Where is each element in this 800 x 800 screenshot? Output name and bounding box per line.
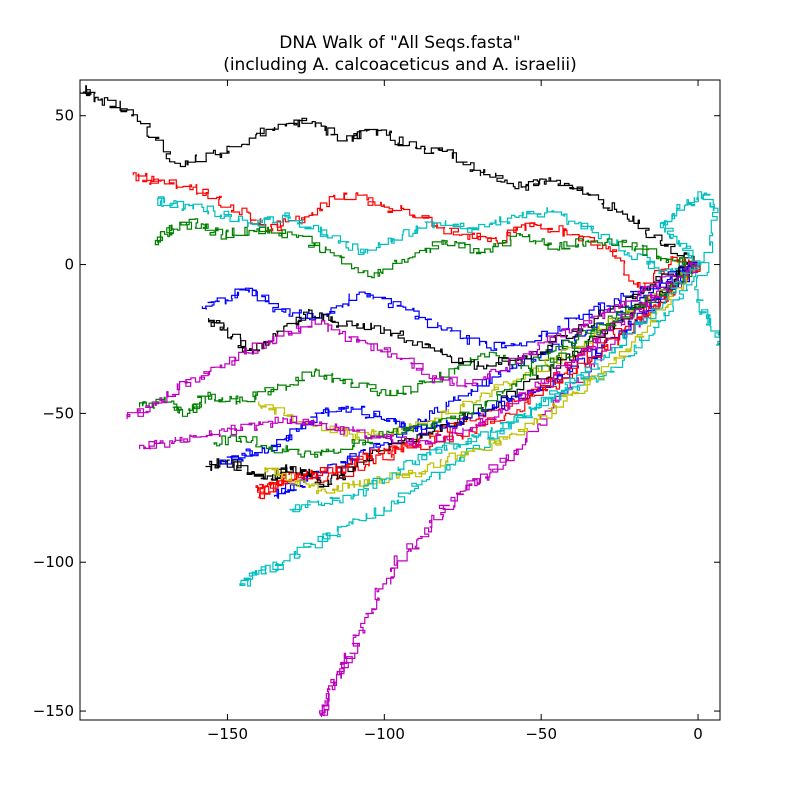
y-tick-label: −50	[42, 404, 74, 422]
x-tick-label: −150	[207, 725, 248, 743]
walk-series-9	[139, 264, 701, 417]
walk-series-14	[659, 191, 720, 346]
walk-series-1	[80, 85, 698, 266]
walk-series-13	[126, 262, 698, 420]
walk-series-2	[132, 172, 698, 289]
walk-series-6	[319, 264, 699, 717]
x-tick-label: 0	[693, 725, 703, 743]
walk-series-12	[208, 261, 699, 370]
x-tick-label: −100	[364, 725, 405, 743]
y-tick-label: −100	[33, 553, 74, 571]
tick-layer: −150 −100 −50 0 −150 −100 −50 0 50	[33, 80, 720, 743]
walk-series-21	[289, 261, 702, 513]
walk-series-18	[213, 263, 698, 458]
y-tick-label: 50	[55, 107, 74, 125]
y-tick-label: −150	[33, 702, 74, 720]
walk-series-20	[139, 263, 700, 450]
series-layer	[80, 85, 720, 717]
walk-series-3	[157, 196, 699, 274]
plot-frame	[79, 79, 721, 721]
x-tick-label: −50	[525, 725, 557, 743]
chart-title-line-1: DNA Walk of "All Seqs.fasta"	[279, 33, 521, 53]
walk-series-7	[239, 264, 698, 587]
walk-series-19	[264, 264, 699, 495]
walk-series-4	[154, 218, 698, 279]
chart-title-line-2: (including A. calcoaceticus and A. israe…	[223, 55, 577, 75]
y-tick-label: 0	[64, 256, 74, 274]
